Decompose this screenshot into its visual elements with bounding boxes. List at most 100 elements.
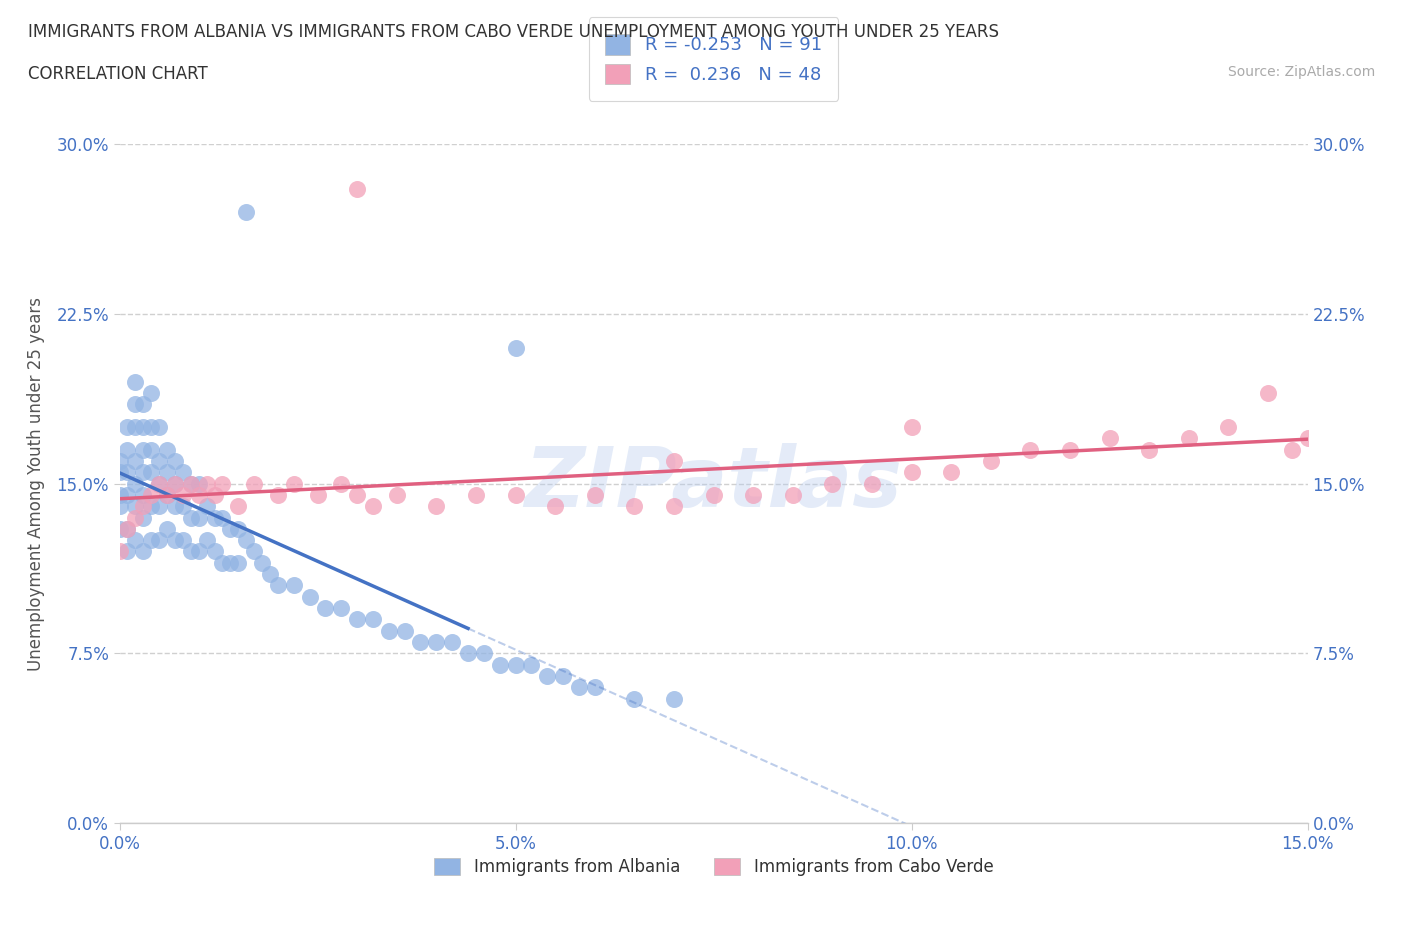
Point: [156, 522, 179, 537]
Point: [283, 578, 305, 593]
Point: [219, 522, 242, 537]
Point: [156, 487, 179, 502]
Point: [187, 476, 209, 491]
Point: [132, 498, 155, 513]
Point: [425, 634, 447, 649]
Point: [141, 487, 163, 502]
Point: [132, 511, 155, 525]
Point: [544, 498, 567, 513]
Point: [141, 386, 163, 401]
Point: [536, 669, 558, 684]
Point: [505, 487, 527, 502]
Point: [298, 590, 321, 604]
Point: [163, 454, 186, 469]
Text: ZIPatlas: ZIPatlas: [524, 443, 903, 525]
Point: [211, 555, 233, 570]
Point: [742, 487, 765, 502]
Legend: Immigrants from Albania, Immigrants from Cabo Verde: Immigrants from Albania, Immigrants from…: [420, 844, 1007, 889]
Point: [425, 498, 447, 513]
Point: [148, 533, 170, 548]
Point: [441, 634, 464, 649]
Point: [187, 544, 209, 559]
Point: [583, 680, 606, 695]
Point: [583, 487, 606, 502]
Point: [330, 476, 353, 491]
Point: [124, 476, 146, 491]
Point: [520, 658, 543, 672]
Point: [117, 522, 139, 537]
Point: [132, 419, 155, 434]
Point: [378, 623, 401, 638]
Point: [505, 340, 527, 355]
Point: [172, 487, 194, 502]
Point: [821, 476, 844, 491]
Point: [361, 498, 384, 513]
Point: [1296, 431, 1319, 445]
Point: [1137, 443, 1160, 458]
Point: [385, 487, 408, 502]
Point: [361, 612, 384, 627]
Point: [346, 612, 368, 627]
Point: [148, 454, 170, 469]
Point: [124, 397, 146, 412]
Point: [662, 498, 685, 513]
Point: [267, 487, 290, 502]
Point: [187, 487, 209, 502]
Point: [1059, 443, 1081, 458]
Point: [662, 454, 685, 469]
Point: [235, 533, 257, 548]
Point: [141, 533, 163, 548]
Point: [195, 533, 218, 548]
Point: [148, 476, 170, 491]
Point: [132, 397, 155, 412]
Point: [860, 476, 883, 491]
Point: [314, 601, 336, 616]
Point: [1218, 419, 1240, 434]
Point: [195, 476, 218, 491]
Point: [939, 465, 962, 480]
Point: [117, 544, 139, 559]
Point: [117, 465, 139, 480]
Point: [472, 646, 495, 661]
Point: [163, 498, 186, 513]
Point: [307, 487, 329, 502]
Point: [117, 487, 139, 502]
Point: [250, 555, 273, 570]
Point: [1281, 443, 1303, 458]
Point: [156, 487, 179, 502]
Point: [900, 419, 922, 434]
Point: [180, 511, 202, 525]
Point: [346, 182, 368, 197]
Point: [1098, 431, 1121, 445]
Text: Source: ZipAtlas.com: Source: ZipAtlas.com: [1227, 65, 1375, 79]
Text: CORRELATION CHART: CORRELATION CHART: [28, 65, 208, 83]
Point: [1312, 419, 1334, 434]
Point: [782, 487, 804, 502]
Point: [623, 691, 645, 706]
Point: [505, 658, 527, 672]
Point: [180, 476, 202, 491]
Point: [156, 443, 179, 458]
Point: [124, 375, 146, 390]
Point: [132, 443, 155, 458]
Point: [1019, 443, 1042, 458]
Point: [623, 498, 645, 513]
Point: [117, 522, 139, 537]
Point: [267, 578, 290, 593]
Point: [141, 419, 163, 434]
Point: [330, 601, 353, 616]
Point: [108, 544, 131, 559]
Point: [108, 498, 131, 513]
Point: [117, 443, 139, 458]
Point: [662, 691, 685, 706]
Point: [108, 522, 131, 537]
Point: [211, 476, 233, 491]
Point: [243, 476, 266, 491]
Point: [219, 555, 242, 570]
Point: [195, 498, 218, 513]
Point: [132, 487, 155, 502]
Point: [346, 487, 368, 502]
Point: [124, 533, 146, 548]
Point: [141, 498, 163, 513]
Point: [180, 476, 202, 491]
